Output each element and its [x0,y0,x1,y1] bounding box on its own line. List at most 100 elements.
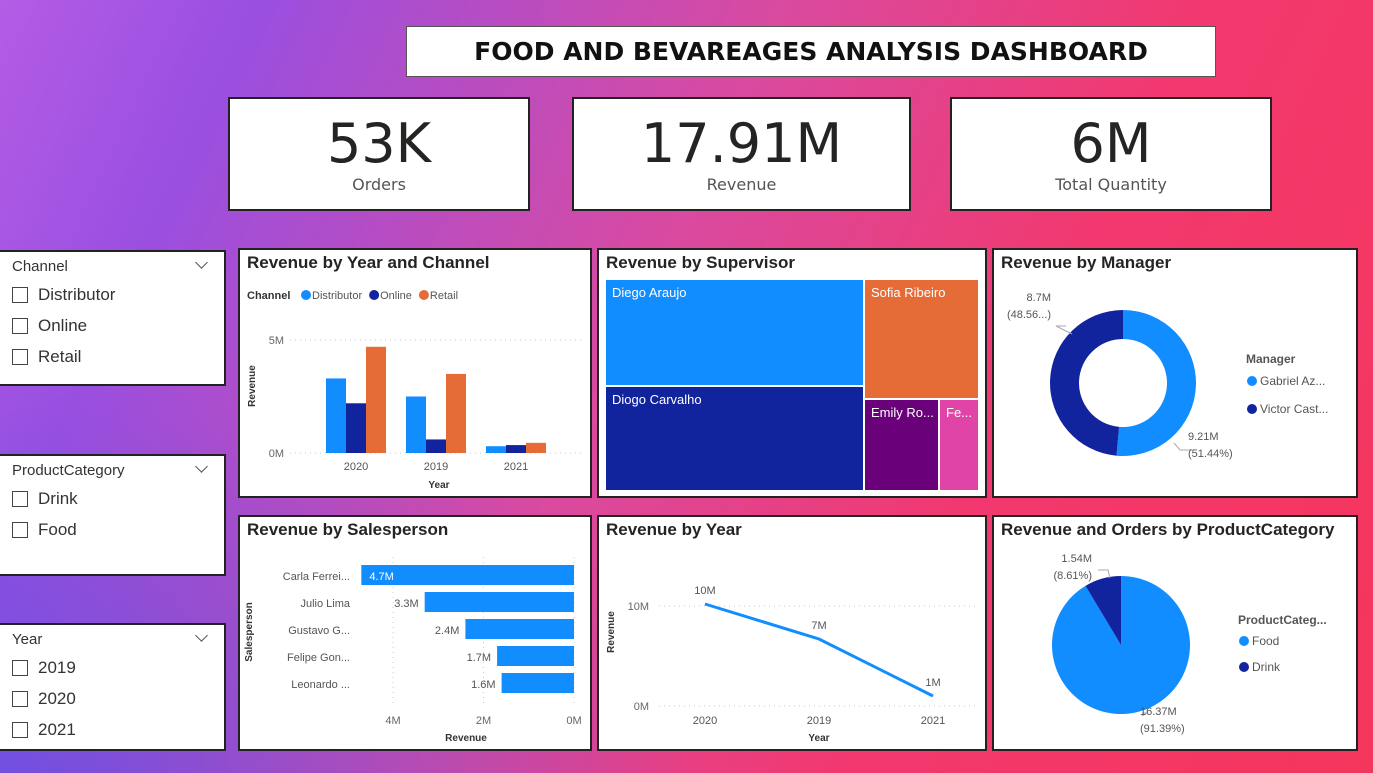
option-label: Drink [38,488,78,508]
checkbox[interactable] [12,721,28,738]
bar [366,346,386,453]
data-label-percent: (51.44%) [1188,448,1233,460]
y-tick-label: 0M [269,448,284,460]
kpi-label: Orders [352,175,406,194]
slicer-option-retail[interactable]: Retail [12,341,212,372]
y-axis-label: Revenue [247,365,258,407]
checkbox[interactable] [12,286,28,303]
slicer-option-2020[interactable]: 2020 [12,683,212,714]
data-label: 2.4M [435,625,459,637]
y-axis-label: Salesperson [244,602,255,661]
option-label: 2021 [38,719,76,739]
bar [426,439,446,453]
treemap-tile[interactable]: Diogo Carvalho [605,386,864,491]
bar [465,619,574,639]
chevron-down-icon[interactable] [195,460,208,473]
revenue-by-manager-donut[interactable]: 9.21M (51.44%) 8.7M (48.56...) Manager Gabrie… [992,248,1358,498]
data-label: 7M [811,620,826,632]
legend-marker [301,290,311,300]
slicer-option-2019[interactable]: 2019 [12,652,212,683]
slicer-title: Channel [12,258,68,275]
legend-label: Online [380,290,412,302]
data-label: 1.54M [1061,553,1092,565]
chart-title: Revenue by Manager [1001,253,1172,272]
legend-marker [1247,404,1257,414]
x-tick-label: 2M [476,715,491,727]
bar [446,373,466,453]
treemap-tile[interactable]: Emily Ro... [864,399,939,491]
checkbox[interactable] [12,317,28,334]
legend-marker [369,290,380,300]
leader-line [1098,569,1111,579]
category-label: Carla Ferrei... [283,571,350,583]
checkbox[interactable] [12,521,28,538]
legend-title: Manager [1246,352,1296,366]
x-tick-label: 4M [385,715,400,727]
option-label: 2020 [38,688,76,708]
slicer-option-2021[interactable]: 2021 [12,714,212,745]
bar [506,445,526,453]
revenue-by-supervisor-treemap[interactable]: Revenue by Supervisor Diego Araujo Diogo… [597,248,987,498]
treemap-tile[interactable]: Sofia Ribeiro [864,279,979,399]
revenue-by-year-line-chart[interactable]: 0M 10M 10M 2020 7M 2019 1M 2021 Year Revenue Reven… [597,515,987,751]
y-tick-label: 10M [628,601,649,613]
category-label: Leonardo ... [291,679,350,691]
revenue-by-year-channel-chart[interactable]: Channel Distributor Online Retail 0M 5M 2020 20… [238,248,592,498]
slicer-option-online[interactable]: Online [12,310,212,341]
legend-label: Victor Cast... [1260,402,1328,416]
dashboard-title: FOOD AND BEVAREAGES ANALYSIS DASHBOARD [406,26,1216,77]
channel-slicer: Channel Distributor Online Retail [0,250,226,386]
checkbox[interactable] [12,348,28,365]
chevron-down-icon[interactable] [195,256,208,269]
slice [1116,310,1196,456]
x-axis-label: Revenue [445,733,487,744]
chart-title: Revenue by Year and Channel [247,253,490,272]
chart-title: Revenue by Supervisor [606,253,795,272]
slicer-option-drink[interactable]: Drink [12,483,212,514]
leader-line [1055,325,1073,335]
legend-label: Distributor [312,290,362,302]
kpi-value: 17.91M [640,112,843,175]
slicer-option-distributor[interactable]: Distributor [12,279,212,310]
legend-label: Drink [1252,660,1281,674]
data-label: 1.7M [467,652,491,664]
legend-marker [1247,376,1257,386]
kpi-value: 53K [326,112,432,175]
bar [361,565,574,585]
data-label-percent: (48.56...) [1007,309,1051,321]
y-axis-label: Revenue [606,611,617,653]
legend-title: Channel [247,290,290,302]
legend-marker [1239,636,1249,646]
data-label-percent: (91.39%) [1140,723,1185,735]
chart-title: Revenue by Salesperson [247,520,449,539]
data-label-percent: (8.61%) [1053,570,1092,582]
slicer-option-food[interactable]: Food [12,514,212,545]
category-label: Gustavo G... [288,625,350,637]
leader-line [1173,442,1192,451]
legend-label: Gabriel Az... [1260,374,1325,388]
checkbox[interactable] [12,659,28,676]
data-label: 4.7M [369,571,393,583]
chart-title: Revenue and Orders by ProductCategory [1001,520,1335,539]
bar [424,592,574,612]
chevron-down-icon[interactable] [195,629,208,642]
slice [1085,576,1121,645]
bar [486,446,506,453]
kpi-value: 6M [1070,112,1152,175]
treemap-tile[interactable]: Fe... [939,399,979,491]
data-label: 1.6M [471,679,495,691]
slicer-title: Year [12,631,43,648]
treemap-tile[interactable]: Diego Araujo [605,279,864,386]
checkbox[interactable] [12,690,28,707]
data-label: 3.3M [394,598,418,610]
bar [526,442,546,453]
line-series [704,602,934,698]
x-tick-label: 2021 [504,461,528,473]
x-axis-label: Year [808,733,829,744]
bar [346,403,366,453]
data-label: 16.37M [1140,706,1177,718]
revenue-by-category-pie[interactable]: 16.37M (91.39%) 1.54M (8.61%) ProductCateg..… [992,515,1358,751]
checkbox[interactable] [12,490,28,507]
revenue-by-salesperson-chart[interactable]: 4M 2M 0M Carla Ferrei... 4.7M Julio Lima 3.3M G… [238,515,592,751]
data-label: 10M [694,585,715,597]
